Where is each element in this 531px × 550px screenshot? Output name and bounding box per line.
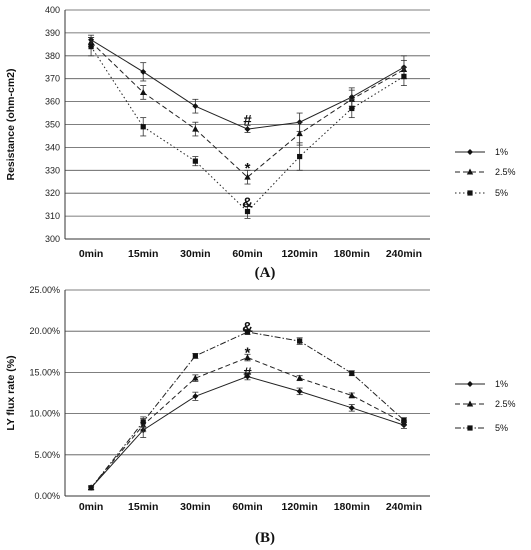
legend-marker	[467, 425, 473, 431]
y-tick-label: 390	[45, 28, 60, 38]
legend-label: 2.5%	[495, 167, 516, 177]
y-tick-label: 400	[45, 5, 60, 15]
data-point	[244, 173, 251, 180]
x-tick-label: 120min	[282, 248, 318, 260]
data-point	[401, 417, 407, 423]
legend-marker	[467, 149, 473, 155]
data-point	[88, 44, 94, 50]
x-tick-label: 60min	[232, 248, 262, 260]
x-tick-label: 15min	[128, 501, 158, 513]
series-5%	[88, 329, 407, 491]
significance-mark: *	[245, 160, 251, 177]
x-tick-label: 180min	[334, 501, 370, 513]
data-point	[296, 374, 303, 381]
significance-mark: *	[245, 345, 251, 362]
y-tick-label: 340	[45, 142, 60, 152]
chart-a: 300 310 320 330 340 350 360 370 380 390 400 0min 15m…	[5, 5, 516, 281]
y-tick-label: 330	[45, 165, 60, 175]
x-tick-label: 240min	[386, 501, 422, 513]
x-tick-label: 30min	[180, 248, 210, 260]
data-point	[244, 329, 251, 335]
significance-mark: &	[242, 319, 253, 336]
series-1%	[88, 372, 407, 491]
x-tick-label: 0min	[79, 501, 104, 513]
data-point	[348, 391, 355, 398]
data-point	[297, 338, 303, 344]
significance-mark: &	[242, 194, 253, 211]
x-tick-label: 15min	[128, 248, 158, 260]
data-point	[140, 124, 146, 130]
data-point	[348, 95, 355, 102]
data-point	[244, 208, 251, 215]
data-point	[88, 485, 94, 491]
legend-label: 5%	[495, 188, 508, 198]
data-point	[296, 388, 303, 395]
y-tick-label: 370	[45, 74, 60, 84]
x-tick-label: 240min	[386, 248, 422, 260]
data-point	[192, 374, 199, 381]
y-tick-label: 15.00%	[29, 367, 60, 377]
y-tick-label: 320	[45, 188, 60, 198]
data-point	[140, 68, 147, 75]
x-tick-label: 60min	[232, 501, 262, 513]
y-tick-label: 0.00%	[34, 491, 60, 501]
legend-label: 2.5%	[495, 399, 516, 409]
x-tick-label: 180min	[334, 248, 370, 260]
legend-label: 1%	[495, 379, 508, 389]
y-tick-label: 350	[45, 120, 60, 130]
y-tick-label: 5.00%	[34, 450, 60, 460]
data-point	[192, 158, 198, 164]
x-tick-label: 30min	[180, 501, 210, 513]
data-point	[192, 393, 199, 400]
data-point	[140, 88, 147, 95]
legend-label: 5%	[495, 423, 508, 433]
y-tick-label: 310	[45, 211, 60, 221]
y-tick-label: 10.00%	[29, 409, 60, 419]
data-point	[192, 353, 198, 359]
data-point	[401, 73, 407, 80]
legend-marker	[467, 381, 473, 387]
y-axis-label: LY flux rate (%)	[5, 355, 17, 430]
y-tick-label: 20.00%	[29, 326, 60, 336]
y-tick-label: 300	[45, 234, 60, 244]
data-point	[244, 126, 251, 133]
y-tick-label: 380	[45, 51, 60, 61]
data-point	[348, 404, 355, 411]
legend-marker	[467, 190, 473, 196]
data-point	[296, 130, 303, 137]
data-point	[244, 354, 251, 361]
legend-marker	[466, 400, 474, 407]
significance-mark: #	[243, 112, 252, 129]
x-tick-label: 0min	[79, 248, 104, 260]
series-line	[90, 41, 405, 178]
data-point	[192, 125, 199, 132]
y-tick-label: 25.00%	[29, 285, 60, 295]
data-point	[349, 105, 355, 112]
data-point	[297, 153, 303, 160]
legend-label: 1%	[495, 147, 508, 157]
panel-label: (A)	[255, 265, 276, 281]
significance-mark: #	[243, 364, 252, 381]
data-point	[244, 373, 251, 380]
data-point	[349, 370, 355, 376]
chart-b: 0.00% 5.00% 10.00% 15.00% 20.00% 25.00% 0min 15…	[5, 285, 516, 546]
panel-label: (B)	[255, 530, 275, 546]
y-tick-label: 360	[45, 97, 60, 107]
data-point	[140, 419, 146, 425]
data-point	[192, 103, 199, 110]
x-tick-label: 120min	[282, 501, 318, 513]
legend-marker	[466, 168, 474, 175]
series-5%	[88, 37, 407, 219]
y-axis-label: Resistance (ohm-cm2)	[5, 68, 17, 180]
